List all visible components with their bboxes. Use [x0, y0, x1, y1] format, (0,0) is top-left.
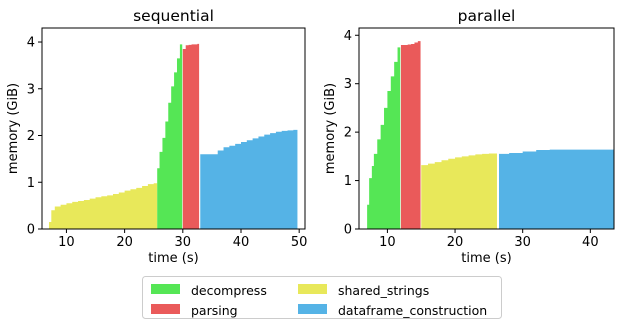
series-area-decompress [157, 35, 183, 230]
y-axis-label: memory (GiB) [323, 83, 338, 174]
x-tick-label: 40 [233, 235, 250, 250]
x-tick-label: 20 [116, 235, 133, 250]
series-area-shared-strings [421, 152, 497, 229]
y-tick-label: 0 [27, 223, 35, 238]
plot-frame [358, 27, 615, 230]
legend-swatch-decompress [151, 284, 180, 294]
x-tick-label: 10 [379, 235, 396, 250]
legend-label-parsing: parsing [191, 303, 238, 318]
legend-label-dataframe-construction: dataframe_construction [338, 303, 487, 318]
x-tick-label: 30 [175, 235, 192, 250]
x-tick-label: 40 [582, 235, 599, 250]
y-tick-label: 1 [344, 174, 352, 189]
x-tick-label: 30 [514, 235, 531, 250]
legend-label-decompress: decompress [191, 283, 267, 298]
x-axis-label: time (s) [461, 251, 511, 266]
x-tick-label: 50 [291, 235, 308, 250]
y-tick-label: 3 [27, 82, 35, 97]
panel-parallel: 10 20 30 40 0 1 2 3 4 parallel time (s) memory (GiB… [323, 7, 615, 266]
legend-swatch-dataframe-construction [298, 304, 327, 314]
series-area-decompress [367, 37, 401, 229]
y-tick-label: 4 [27, 36, 35, 51]
series-area-parsing [182, 43, 200, 229]
x-tick-label: 10 [58, 235, 75, 250]
y-tick-label: 2 [27, 129, 35, 144]
legend-label-shared-strings: shared_strings [338, 283, 429, 298]
x-axis-label: time (s) [148, 251, 198, 266]
plot-frame [41, 27, 306, 230]
y-tick-label: 1 [27, 176, 35, 191]
y-axis-label: memory (GiB) [6, 83, 21, 174]
series-area-shared-strings [48, 182, 158, 229]
y-tick-label: 4 [344, 29, 352, 44]
chart-title: sequential [133, 7, 214, 25]
legend-box [142, 276, 502, 319]
y-tick-label: 2 [344, 126, 352, 141]
legend-swatch-parsing [151, 304, 180, 314]
panel-sequential: 10 20 30 40 50 0 1 2 3 4 sequential time (s) memory … [6, 7, 307, 266]
x-tick-label: 20 [447, 235, 464, 250]
legend-swatch-shared-strings [298, 284, 327, 294]
y-tick-label: 0 [344, 223, 352, 238]
series-area-dataframe-construction [200, 128, 298, 229]
y-tick-label: 3 [344, 77, 352, 92]
chart-title: parallel [458, 7, 516, 25]
series-area-dataframe-construction [499, 149, 614, 229]
series-area-parsing [400, 40, 421, 229]
